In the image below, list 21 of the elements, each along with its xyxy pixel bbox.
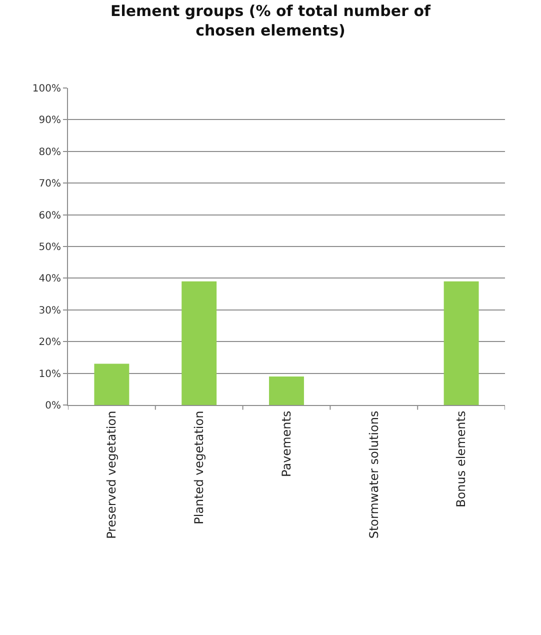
x-tick-label: Pavements: [279, 410, 294, 477]
y-tick-label: 60%: [38, 210, 61, 222]
y-tick-label: 70%: [38, 178, 61, 190]
y-tick-label: 0%: [45, 400, 61, 412]
y-tick-label: 10%: [38, 368, 61, 380]
x-tick-label: Preserved vegetation: [104, 410, 119, 539]
x-tick-label: Stormwater solutions: [366, 410, 381, 539]
y-tick-label: 90%: [38, 115, 61, 126]
bar: [269, 376, 304, 405]
chart-title: Element groups (% of total number of chosen elements): [110, 2, 432, 40]
y-tick-label: 40%: [38, 274, 61, 285]
y-tick-label: 100%: [32, 84, 61, 94]
x-tick-label: Bonus elements: [454, 410, 468, 508]
y-tick-label: 50%: [38, 242, 61, 253]
bar: [444, 281, 479, 405]
y-tick-label: 30%: [38, 305, 61, 316]
y-tick-label: 20%: [38, 337, 61, 348]
bar: [94, 364, 130, 405]
x-tick-label: Planted vegetation: [192, 410, 206, 524]
y-tick-label: 80%: [38, 146, 61, 158]
bar: [182, 281, 217, 405]
